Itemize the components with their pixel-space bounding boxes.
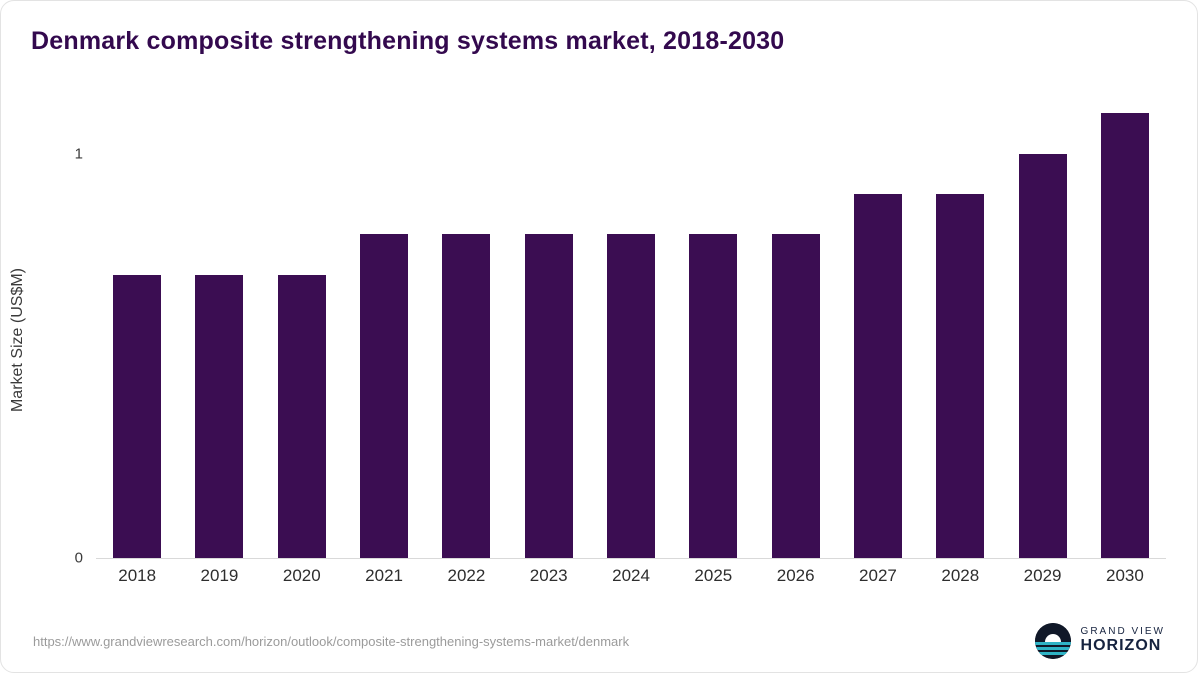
bar-2023 [524,234,573,558]
bar-slot [508,101,590,558]
x-axis-label-2025: 2025 [694,566,733,585]
bar-slot [590,101,672,558]
chart-title: Denmark composite strengthening systems … [31,27,785,55]
bar-2020 [277,274,326,558]
bar-slot [261,101,343,558]
plot-area [96,101,1166,558]
bar-2018 [113,274,162,558]
x-axis-label-2027: 2027 [859,566,897,585]
x-axis-label-2030: 2030 [1105,566,1144,585]
x-axis-label-2024: 2024 [612,566,650,585]
brand-line1: GRAND VIEW [1080,626,1165,638]
bar-slot [343,101,425,558]
footer: https://www.grandviewresearch.com/horizo… [1,610,1197,672]
x-axis-label-2029: 2029 [1023,566,1062,585]
x-axis-label-2026: 2026 [776,566,815,585]
y-tick-1: 1 [74,145,83,163]
source-url-link[interactable]: https://www.grandviewresearch.com/horizo… [33,633,630,649]
bar-2028 [936,194,985,558]
x-axis-label-2022: 2022 [447,566,486,585]
plot-wrap [96,101,1166,559]
bar-slot [425,101,507,558]
bar-slot [837,101,919,558]
bar-slot [178,101,260,558]
x-axis-label-2020: 2020 [282,566,321,585]
brand-line2: HORIZON [1080,636,1162,654]
bar-2029 [1018,153,1067,558]
y-axis-title: Market Size (US$M) [9,267,26,413]
bar-2027 [853,194,902,558]
brand-text: GRAND VIEW HORIZON [1081,627,1165,654]
x-axis-label-2028: 2028 [941,566,980,585]
x-axis-label-2019: 2019 [200,566,239,585]
bar-2030 [1100,113,1149,558]
bar-2025 [689,234,738,558]
bar-slot [96,101,178,558]
bar-2021 [360,234,409,558]
x-axis-labels: 2018 2019 2020 2021 2022 2023 2024 2025 2026 2027… [96,566,1166,586]
bar-slot [1001,101,1083,558]
bar-slot [919,101,1001,558]
brand-logo: GRAND VIEW HORIZON [1034,623,1165,659]
bar-2019 [195,274,244,558]
x-axis-label-2023: 2023 [529,566,568,585]
bar-slot [1084,101,1166,558]
bar-2022 [442,234,491,558]
bar-slot [755,101,837,558]
bar-slot [672,101,754,558]
horizon-sun-water-icon [1034,623,1071,659]
bar-2026 [771,234,820,558]
grand-view-horizon-icon [1034,623,1071,659]
bar-2024 [607,234,656,558]
x-axis-label-2021: 2021 [365,566,403,585]
x-axis-label-2018: 2018 [118,566,157,585]
y-tick-0: 0 [74,549,83,567]
